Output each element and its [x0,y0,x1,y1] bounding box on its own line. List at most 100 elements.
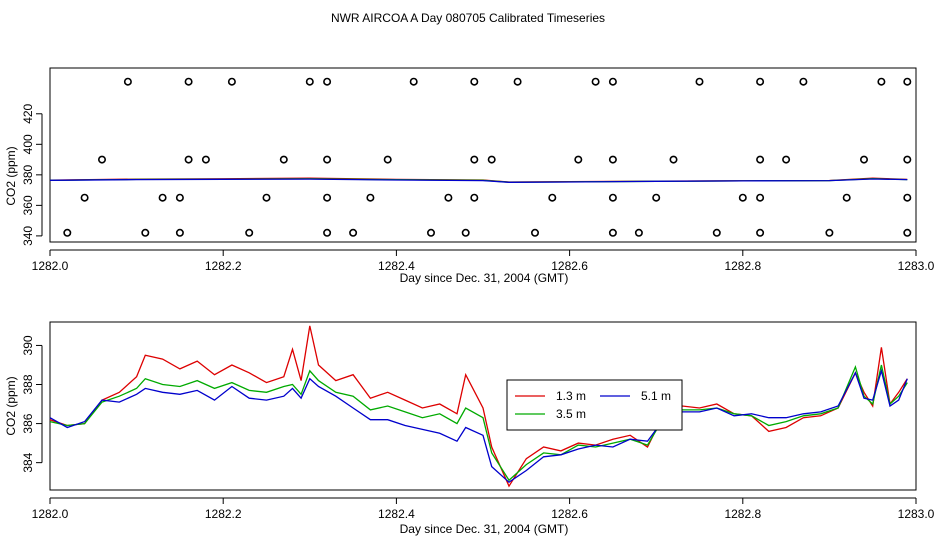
data-point [903,228,912,237]
top-panel-scatter: 1282.0 1282.2 1282.4 1282.6 1282.8 1283.0 340 3… [4,67,935,285]
data-point [669,155,678,164]
series-line-1-3-m [49,325,908,488]
data-point [366,193,375,202]
legend: 1.3 m 5.1 m 3.5 m [506,379,683,431]
data-point [305,77,314,86]
x-tick-label: 1282.2 [205,259,242,273]
data-point [756,77,765,86]
data-point [323,193,332,202]
data-point [608,77,617,86]
data-point [487,155,496,164]
data-point [712,228,721,237]
data-point [608,228,617,237]
data-point [184,77,193,86]
bottom-axes: 1282.0 1282.2 1282.4 1282.6 1282.8 1283.0 384 3… [21,335,935,521]
data-point [175,228,184,237]
y-tick-label: 400 [21,134,35,154]
y-tick-label: 388 [21,374,35,394]
data-point [461,228,470,237]
data-point [574,155,583,164]
series-line-3-5-m [49,364,908,482]
data-point [383,155,392,164]
data-point [470,193,479,202]
data-point [738,193,747,202]
data-point [470,77,479,86]
y-tick-label: 390 [21,335,35,355]
data-point [799,77,808,86]
data-point [141,228,150,237]
data-point [842,193,851,202]
data-point [859,155,868,164]
data-point [513,77,522,86]
data-point [323,77,332,86]
x-tick-label: 1282.4 [378,507,415,521]
bottom-x-axis-label: Day since Dec. 31, 2004 (GMT) [400,522,569,536]
data-point [608,155,617,164]
data-point [98,155,107,164]
data-point [184,155,193,164]
x-tick-label: 1283.0 [898,259,935,273]
data-point [158,193,167,202]
y-tick-label: 380 [21,165,35,185]
bottom-y-axis-label: CO2 (ppm) [4,376,18,435]
x-tick-label: 1282.0 [32,259,69,273]
data-point [279,155,288,164]
data-point [903,193,912,202]
data-point [756,228,765,237]
data-point [903,155,912,164]
bottom-plot-frame [49,321,917,491]
x-tick-label: 1282.8 [724,507,761,521]
legend-label-5-1m: 5.1 m [641,389,671,403]
x-tick-label: 1283.0 [898,507,935,521]
data-point [634,228,643,237]
x-tick-label: 1282.4 [378,259,415,273]
data-point [591,77,600,86]
data-point [903,77,912,86]
y-tick-label: 360 [21,195,35,215]
top-y-axis-label: CO2 (ppm) [4,146,18,205]
data-point [80,193,89,202]
data-point [175,193,184,202]
data-point [652,193,661,202]
data-point [877,77,886,86]
legend-label-1-3m: 1.3 m [556,389,586,403]
data-point [548,193,557,202]
data-point [323,228,332,237]
legend-label-3-5m: 3.5 m [556,407,586,421]
data-point [756,155,765,164]
bottom-series-lines [49,325,908,488]
data-point [470,155,479,164]
x-tick-label: 1282.6 [551,259,588,273]
top-axes: 1282.0 1282.2 1282.4 1282.6 1282.8 1283.0 340 3… [21,103,935,273]
data-point [756,193,765,202]
figure-title: NWR AIRCOA A Day 080705 Calibrated Times… [331,11,605,25]
top-plot-frame [49,67,917,243]
y-tick-label: 384 [21,452,35,472]
series-line-5-1-m [49,368,908,484]
data-point [782,155,791,164]
data-point [426,228,435,237]
y-tick-label: 340 [21,226,35,246]
data-point [530,228,539,237]
data-point [444,193,453,202]
top-x-axis-label: Day since Dec. 31, 2004 (GMT) [400,271,569,285]
x-tick-label: 1282.2 [205,507,242,521]
bottom-panel-lines: 1282.0 1282.2 1282.4 1282.6 1282.8 1283.0 384 3… [4,321,935,536]
x-tick-label: 1282.0 [32,507,69,521]
legend-box [506,379,683,431]
data-point [349,228,358,237]
data-point [227,77,236,86]
series-line-5-1-m [49,178,908,183]
top-series-lines [49,177,908,183]
data-point [262,193,271,202]
data-point [695,77,704,86]
y-tick-label: 386 [21,413,35,433]
data-point [825,228,834,237]
data-point [123,77,132,86]
data-point [409,77,418,86]
top-scatter-points [63,77,912,237]
data-point [201,155,210,164]
x-tick-label: 1282.8 [724,259,761,273]
x-tick-label: 1282.6 [551,507,588,521]
